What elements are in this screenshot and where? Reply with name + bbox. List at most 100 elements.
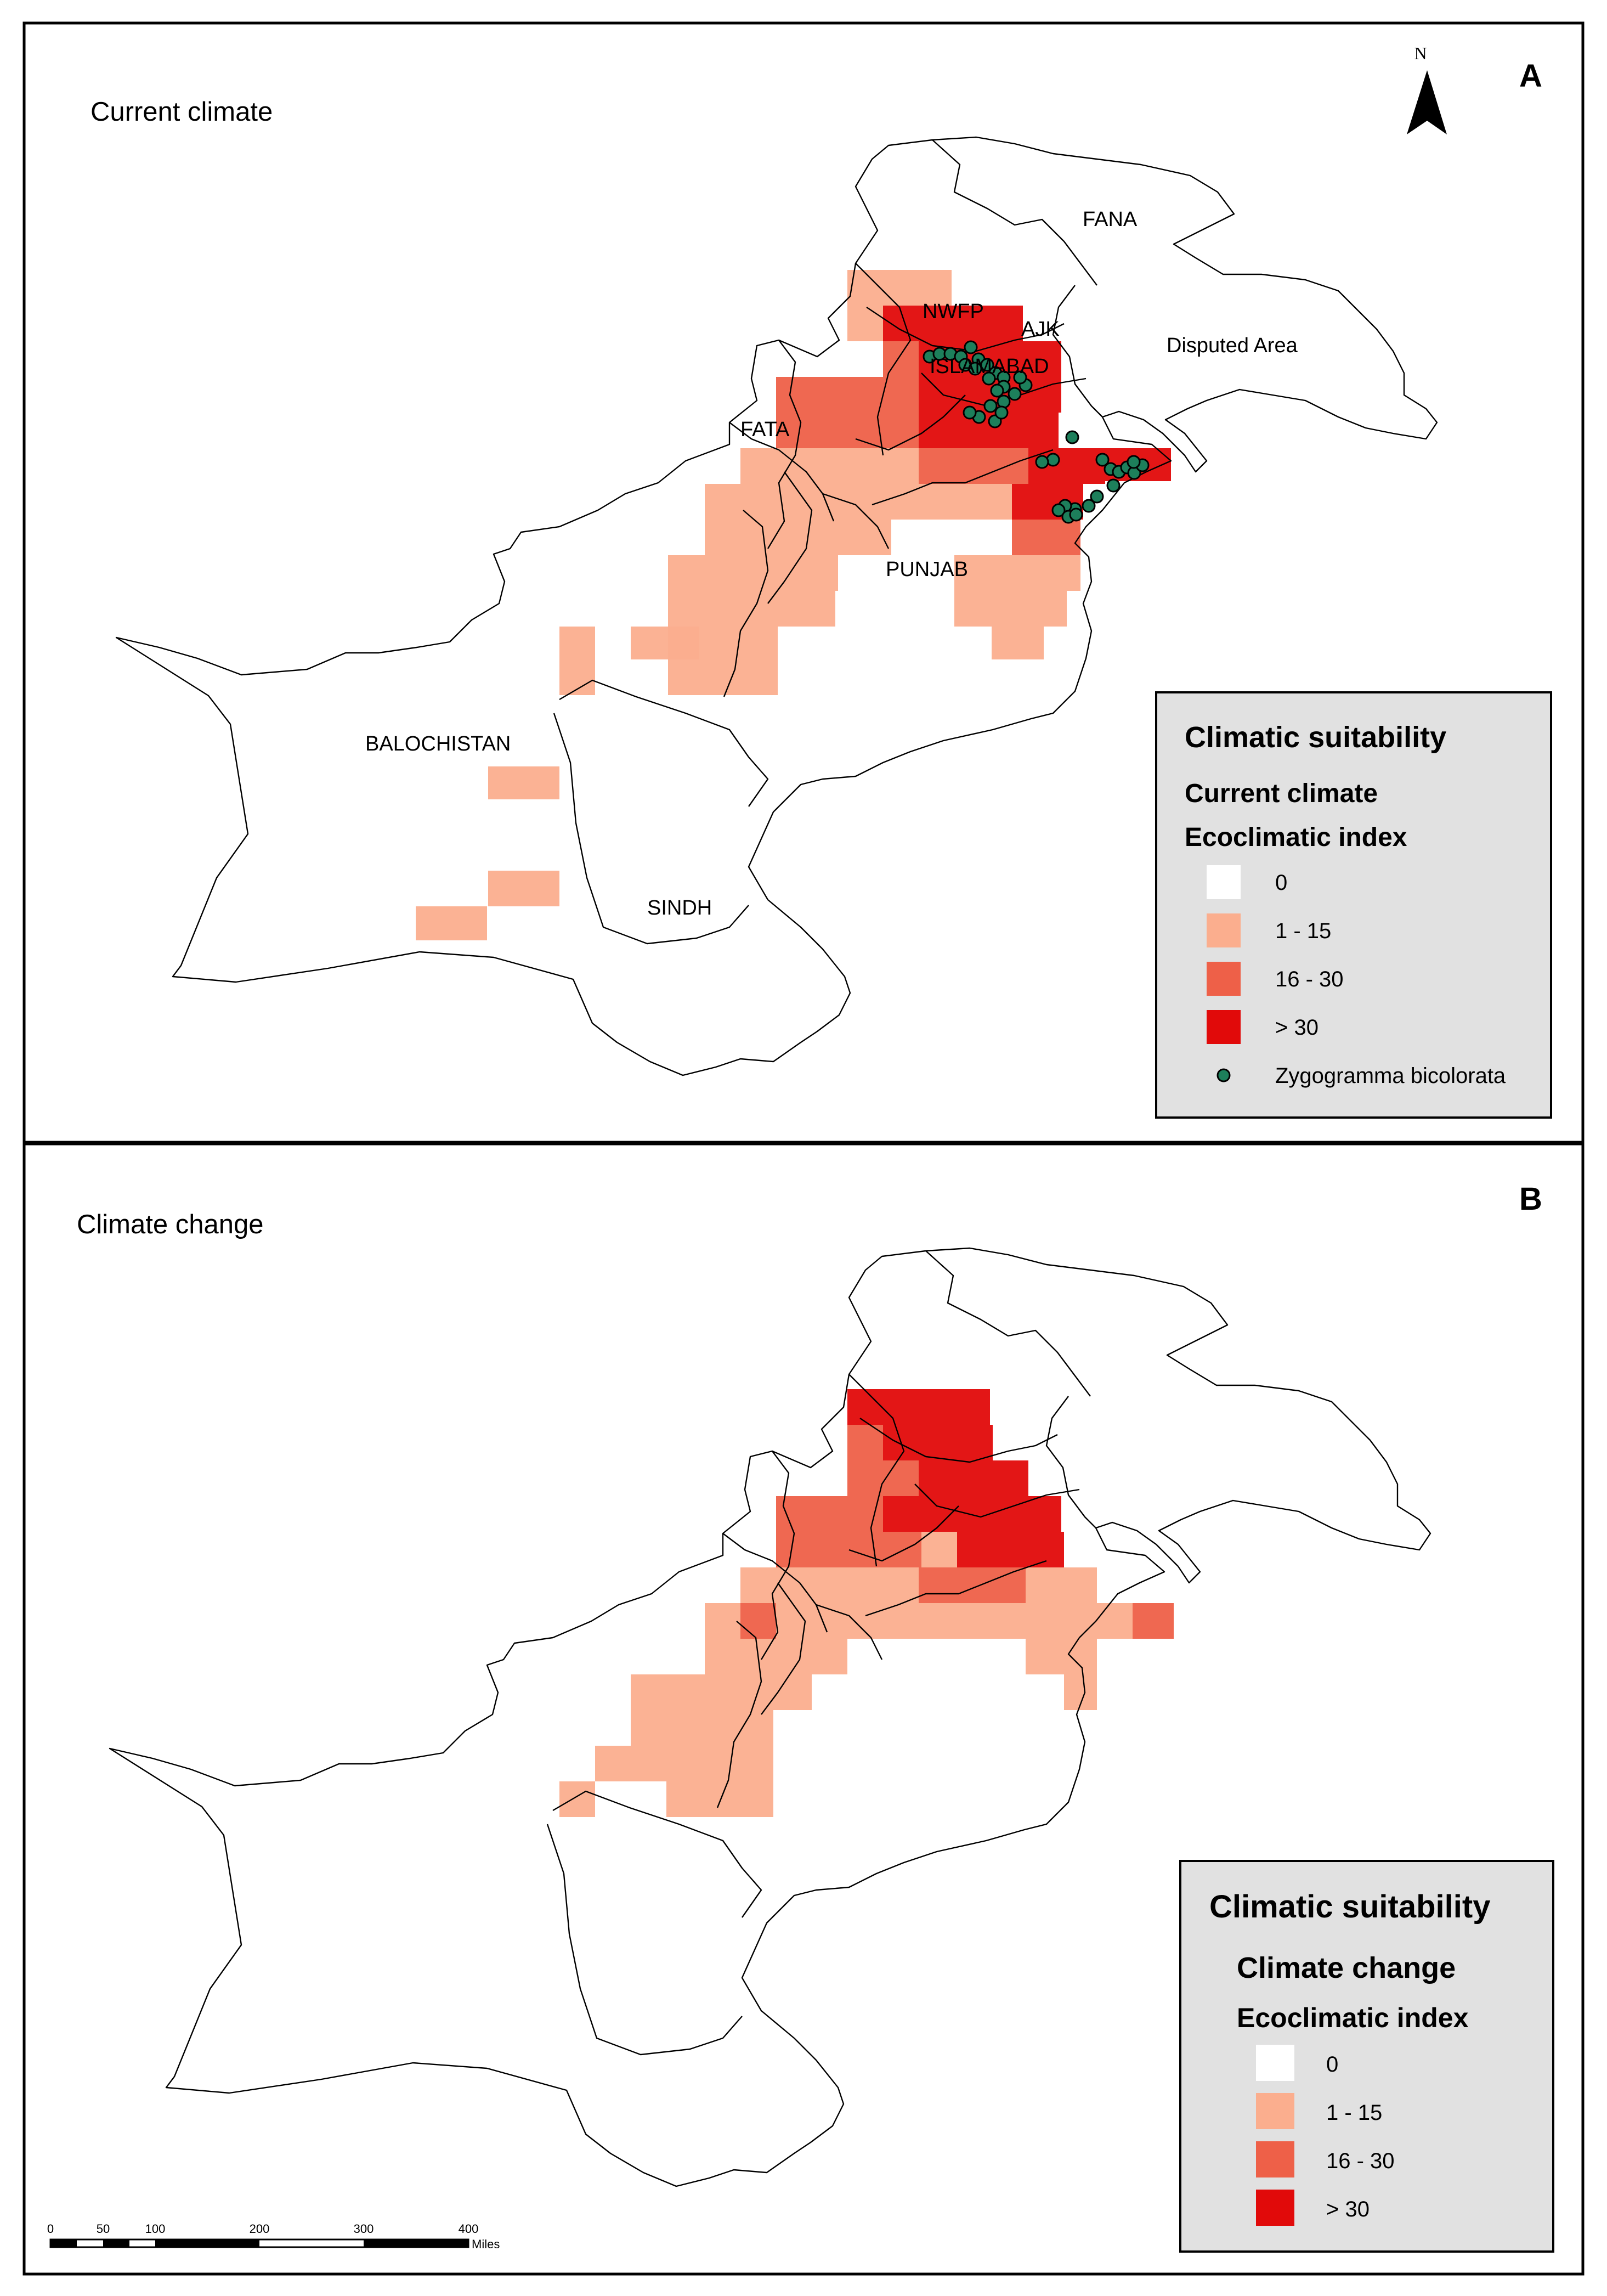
scale-tick-100: 100 (145, 2222, 166, 2236)
scale-unit: Miles (472, 2237, 500, 2251)
grid-a-cell-25 (800, 555, 838, 591)
grid-b-cell-15 (812, 1567, 883, 1603)
panel-b-title: Climate change (77, 1210, 263, 1239)
scale-tick-0: 0 (47, 2222, 54, 2236)
occurrence-point-34 (1090, 489, 1104, 504)
grid-a-cell-1 (847, 306, 883, 341)
grid-b-cell-7 (883, 1496, 990, 1532)
scale-tick-400: 400 (459, 2222, 479, 2236)
legend-b-swatch-2 (1256, 2141, 1294, 2177)
suitability-grid-a (416, 270, 1171, 940)
legend-a-index-title: Ecoclimatic index (1185, 823, 1407, 852)
legend-b-title: Climatic suitability (1209, 1889, 1490, 1925)
region-label-disputed-area: Disputed Area (1167, 334, 1298, 357)
legend-b: Climatic suitability Climate change Ecoc… (1179, 1860, 1554, 2253)
legend-b-swatch-1 (1256, 2093, 1294, 2129)
grid-b-cell-6 (776, 1496, 883, 1532)
region-label-nwfp: NWFP (923, 300, 984, 323)
grid-a-cell-3 (919, 306, 1023, 341)
legend-b-item-3: > 30 (1256, 2190, 1370, 2226)
occurrence-point-26 (1095, 453, 1110, 467)
legend-b-subtitle: Climate change (1237, 1951, 1456, 1984)
grid-b-cell-11 (921, 1532, 957, 1567)
grid-a-cell-11 (919, 413, 1059, 448)
grid-a-cell-27 (668, 591, 835, 627)
legend-b-index-title: Ecoclimatic index (1237, 2002, 1469, 2033)
grid-a-cell-4 (883, 341, 919, 377)
occurrence-point-32 (1127, 455, 1141, 469)
grid-b-cell-31 (595, 1746, 773, 1781)
occurrence-point-38 (1051, 503, 1066, 517)
occurrence-point-33 (1106, 478, 1121, 493)
panel-b-letter: B (1519, 1181, 1542, 1217)
legend-b-swatch-3 (1256, 2190, 1294, 2226)
legend-a-swatch-2 (1207, 962, 1241, 996)
scale-tick-50: 50 (97, 2222, 110, 2236)
occurrence-point-40 (1069, 507, 1083, 522)
grid-b-cell-28 (773, 1674, 812, 1710)
grid-b-cell-14 (740, 1567, 812, 1603)
grid-a-cell-32 (992, 627, 1044, 659)
panel-a: Current climate A N FANA NWFP AJK Disput… (22, 21, 1585, 1144)
grid-b-cell-1 (847, 1425, 883, 1460)
grid-b-cell-30 (631, 1710, 773, 1746)
grid-a-cell-24 (668, 555, 800, 591)
grid-b-cell-23 (1133, 1603, 1174, 1639)
grid-a-cell-31 (668, 627, 778, 695)
scale-tick-200: 200 (250, 2222, 270, 2236)
grid-b-cell-25 (812, 1639, 847, 1674)
legend-a-title: Climatic suitability (1185, 721, 1446, 754)
legend-a-swatch-3 (1207, 1010, 1241, 1044)
grid-a-cell-19 (919, 484, 1012, 520)
grid-b-cell-20 (740, 1603, 776, 1639)
legend-a: Climatic suitability Current climate Eco… (1155, 691, 1552, 1119)
grid-b-cell-26 (1026, 1639, 1097, 1674)
occurrence-point-23 (1065, 430, 1079, 444)
occurrence-point-25 (1035, 455, 1049, 469)
occurrence-point-11 (982, 371, 996, 386)
legend-a-item-0: 0 (1207, 865, 1287, 899)
occurrence-point-22 (1013, 370, 1027, 385)
grid-b-cell-13 (993, 1532, 1064, 1567)
occurrence-point-13 (1008, 387, 1022, 401)
suitability-grid-b (559, 1389, 1174, 1817)
panel-b: Climate change B Climatic suitability Cl… (22, 1142, 1585, 2276)
region-label-sindh: SINDH (647, 896, 712, 919)
occurrence-point-15 (997, 394, 1011, 409)
grid-b-cell-3 (847, 1460, 919, 1496)
occurrence-point-4 (964, 340, 978, 354)
occurrence-point-16 (983, 399, 998, 413)
legend-a-occurrence-label: Zygogramma bicolorata (1275, 1064, 1506, 1088)
legend-a-label-3: > 30 (1275, 1016, 1319, 1040)
legend-b-item-2: 16 - 30 (1256, 2141, 1395, 2177)
legend-b-swatch-0 (1256, 2045, 1294, 2081)
region-label-fata: FATA (740, 418, 790, 441)
region-label-punjab: PUNJAB (886, 558, 968, 581)
grid-a-cell-33 (488, 766, 559, 799)
grid-b-cell-5 (952, 1460, 1028, 1496)
legend-a-swatch-0 (1207, 865, 1241, 899)
grid-b-cell-18 (1026, 1567, 1097, 1603)
grid-a-cell-17 (705, 484, 776, 520)
grid-a-cell-12 (740, 448, 809, 484)
grid-b-cell-17 (919, 1567, 1026, 1603)
grid-a-cell-9 (776, 413, 847, 448)
occurrence-point-20 (994, 405, 1009, 420)
grid-b-cell-2 (883, 1425, 993, 1460)
occurrence-point-18 (963, 405, 977, 420)
grid-b-cell-33 (666, 1781, 773, 1817)
grid-b-cell-12 (957, 1532, 993, 1567)
occurrence-point-8 (980, 358, 994, 372)
legend-b-item-1: 1 - 15 (1256, 2093, 1382, 2129)
legend-a-swatch-1 (1207, 913, 1241, 947)
legend-a-label-1: 1 - 15 (1275, 919, 1331, 943)
grid-a-cell-13 (809, 448, 919, 484)
grid-b-cell-10 (850, 1532, 921, 1567)
legend-b-label-1: 1 - 15 (1326, 2101, 1382, 2125)
grid-b-cell-21 (776, 1603, 919, 1639)
occurrence-point-24 (1046, 453, 1060, 467)
grid-a-cell-21 (705, 520, 836, 555)
grid-a-cell-35 (416, 906, 487, 940)
grid-b-cell-22 (919, 1603, 1133, 1639)
region-label-balochistan: BALOCHISTAN (365, 732, 511, 755)
